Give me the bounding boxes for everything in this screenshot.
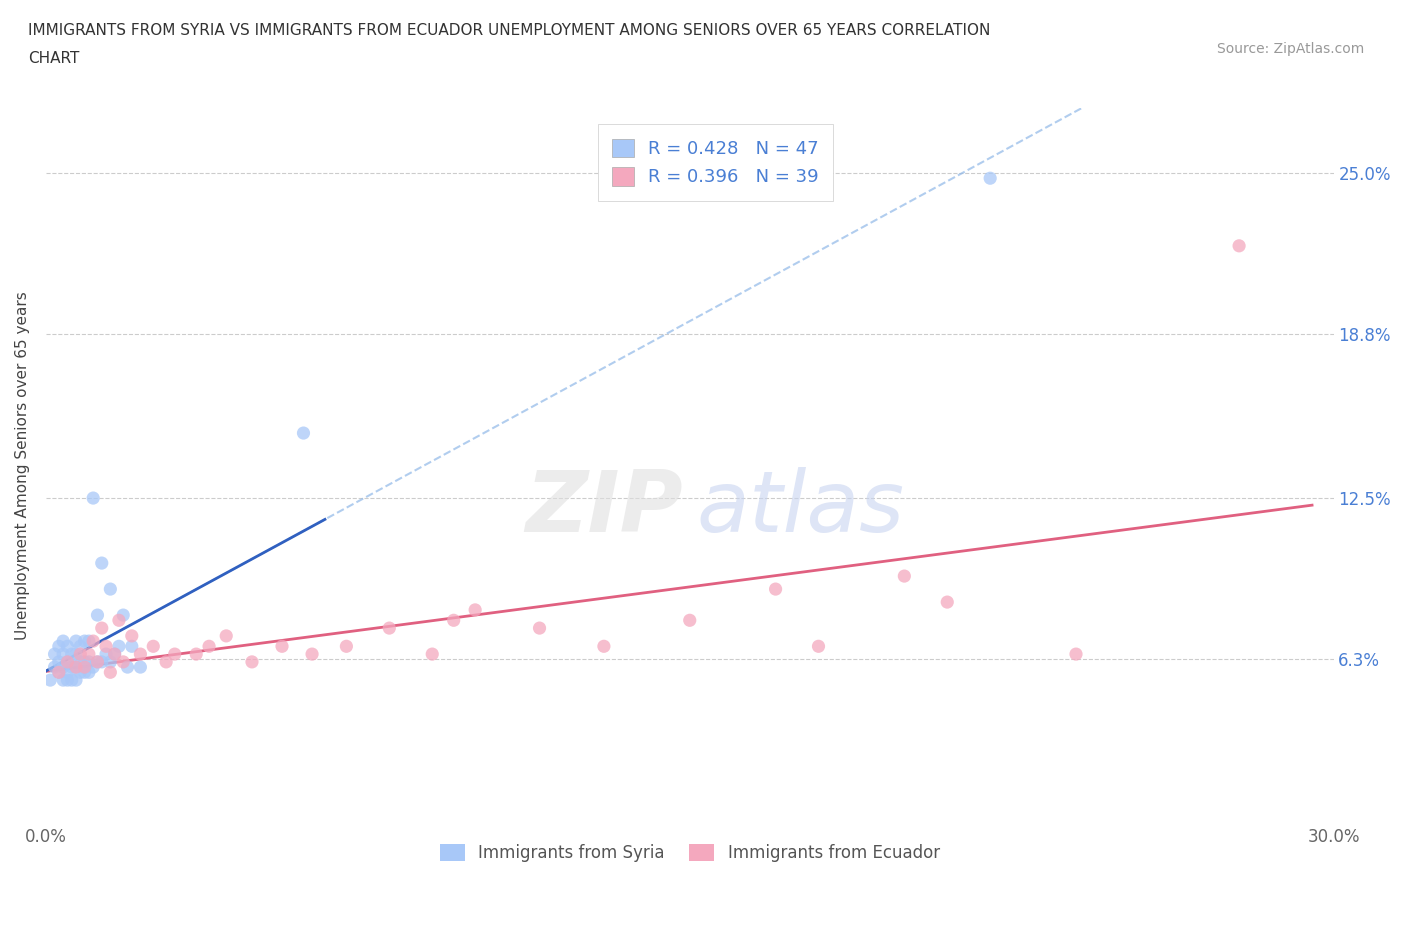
Point [60,646,83,661]
Point [86,655,108,670]
Point [979,171,1001,186]
Point [117,659,139,674]
Point [271,639,294,654]
Point [163,646,186,661]
Point [56,655,79,670]
Point [893,568,915,583]
Point [301,646,323,661]
Text: Source: ZipAtlas.com: Source: ZipAtlas.com [1216,42,1364,56]
Point [112,655,135,670]
Point [73,665,96,680]
Text: atlas: atlas [696,467,904,550]
Point [44,646,66,661]
Point [936,594,959,609]
Point [65,672,87,687]
Point [593,639,616,654]
Point [807,639,830,654]
Point [121,639,143,654]
Point [104,646,127,661]
Point [82,491,104,506]
Point [56,665,79,680]
Point [52,633,75,648]
Point [240,655,263,670]
Point [52,646,75,661]
Y-axis label: Unemployment Among Seniors over 65 years: Unemployment Among Seniors over 65 years [15,291,30,640]
Point [73,659,96,674]
Point [52,672,75,687]
Point [52,659,75,674]
Text: CHART: CHART [28,51,80,66]
Point [77,633,100,648]
Point [292,426,315,441]
Point [77,655,100,670]
Point [98,665,121,680]
Point [82,633,104,648]
Point [65,633,87,648]
Point [1227,238,1250,253]
Point [679,613,702,628]
Point [129,659,152,674]
Point [104,646,127,661]
Point [73,633,96,648]
Point [65,659,87,674]
Point [1064,646,1087,661]
Point [48,655,70,670]
Point [765,581,787,596]
Point [65,659,87,674]
Point [420,646,443,661]
Point [378,620,401,635]
Point [69,655,91,670]
Point [108,613,131,628]
Point [39,672,62,687]
Point [69,646,91,661]
Point [48,665,70,680]
Point [443,613,465,628]
Point [121,629,143,644]
Point [90,555,112,570]
Point [60,672,83,687]
Point [98,655,121,670]
Point [77,646,100,661]
Text: IMMIGRANTS FROM SYRIA VS IMMIGRANTS FROM ECUADOR UNEMPLOYMENT AMONG SENIORS OVER: IMMIGRANTS FROM SYRIA VS IMMIGRANTS FROM… [28,23,990,38]
Point [108,639,131,654]
Point [86,655,108,670]
Point [56,655,79,670]
Point [529,620,551,635]
Point [215,629,238,644]
Point [82,659,104,674]
Point [186,646,208,661]
Point [94,646,117,661]
Point [77,665,100,680]
Point [56,639,79,654]
Point [44,659,66,674]
Text: ZIP: ZIP [526,467,683,550]
Point [48,639,70,654]
Point [65,646,87,661]
Legend: Immigrants from Syria, Immigrants from Ecuador: Immigrants from Syria, Immigrants from E… [433,837,946,869]
Point [69,665,91,680]
Point [98,581,121,596]
Point [198,639,221,654]
Point [56,672,79,687]
Point [90,655,112,670]
Point [112,607,135,622]
Point [129,646,152,661]
Point [155,655,177,670]
Point [86,607,108,622]
Point [48,665,70,680]
Point [73,655,96,670]
Point [94,639,117,654]
Point [60,659,83,674]
Point [335,639,357,654]
Point [464,603,486,618]
Point [142,639,165,654]
Point [90,620,112,635]
Point [69,639,91,654]
